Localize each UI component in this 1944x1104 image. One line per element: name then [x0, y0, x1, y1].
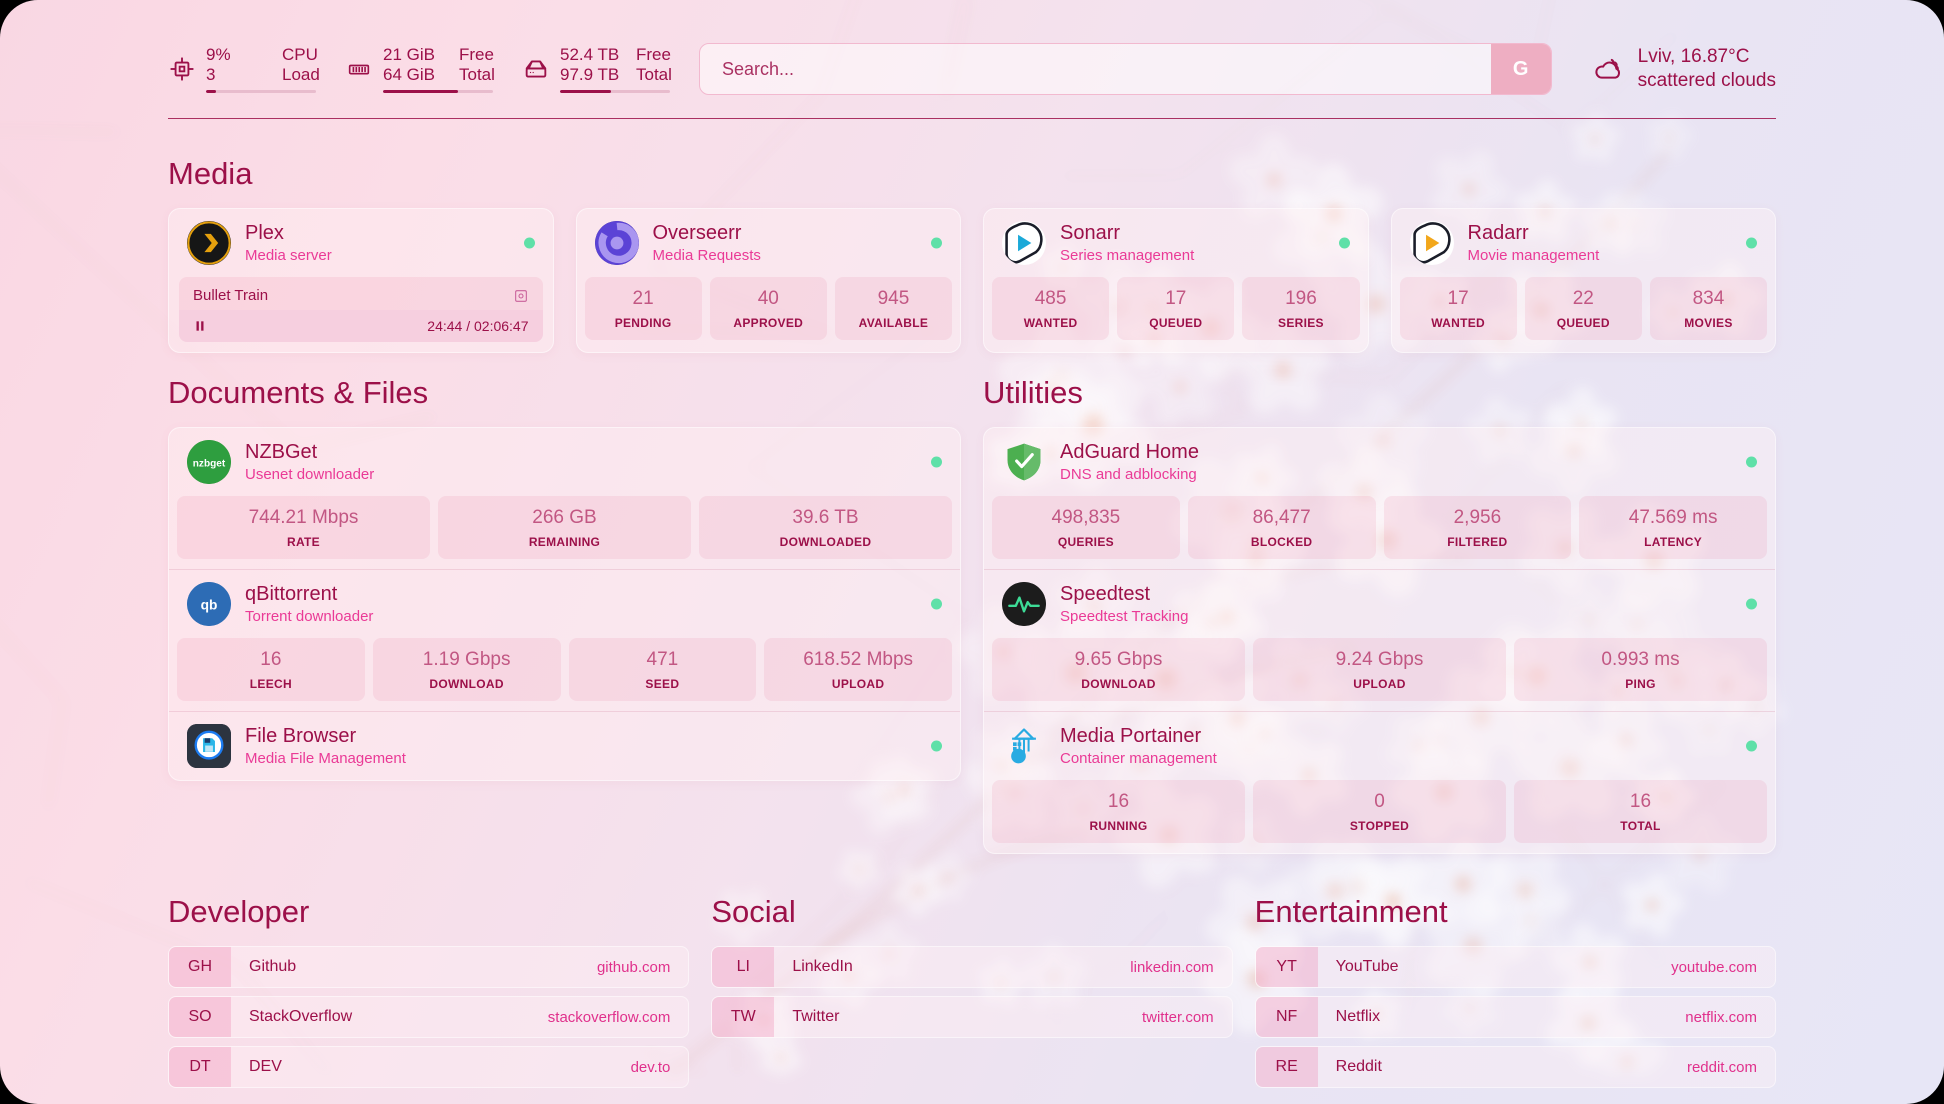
svg-text:nzbget: nzbget [193, 459, 226, 470]
svg-text:qb: qb [201, 598, 218, 613]
